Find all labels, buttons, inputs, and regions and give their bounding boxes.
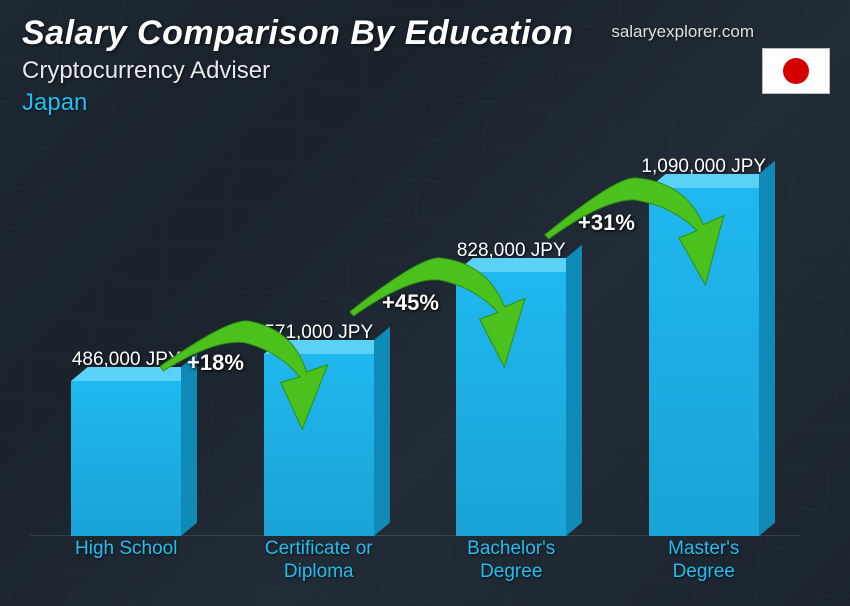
x-axis-label: Certificate orDiploma	[234, 538, 403, 584]
bar-front-face	[71, 381, 181, 536]
bar-chart: 486,000 JPY571,000 JPY828,000 JPY1,090,0…	[30, 140, 800, 584]
flag-circle	[783, 58, 809, 84]
bar-front-face	[264, 354, 374, 536]
x-axis-label: Bachelor'sDegree	[427, 538, 596, 584]
increase-percent-label: +31%	[578, 210, 635, 236]
bar-top-face	[264, 340, 391, 354]
bar-side-face	[374, 327, 390, 536]
bar	[456, 272, 566, 536]
increase-percent-label: +45%	[382, 290, 439, 316]
bars-container: 486,000 JPY571,000 JPY828,000 JPY1,090,0…	[30, 140, 800, 536]
bar-top-face	[71, 367, 198, 381]
increase-percent-label: +18%	[187, 350, 244, 376]
bar-side-face	[566, 245, 582, 536]
bar-group: 486,000 JPY	[42, 349, 211, 536]
page-title: Salary Comparison By Education	[22, 14, 574, 53]
bar-top-face	[649, 174, 776, 188]
bar-front-face	[649, 188, 759, 536]
brand-label: salaryexplorer.com	[611, 22, 754, 42]
japan-flag-icon	[762, 48, 830, 94]
job-title: Cryptocurrency Adviser	[22, 57, 574, 85]
bar-front-face	[456, 272, 566, 536]
bar	[71, 381, 181, 536]
bar-group: 1,090,000 JPY	[619, 156, 788, 536]
x-axis-label: High School	[42, 538, 211, 584]
country-label: Japan	[22, 89, 574, 117]
x-axis-label: Master'sDegree	[619, 538, 788, 584]
bar-top-face	[456, 258, 583, 272]
bar-side-face	[181, 354, 197, 536]
bar	[264, 354, 374, 536]
bar-group: 571,000 JPY	[234, 322, 403, 536]
bar	[649, 188, 759, 536]
header: Salary Comparison By Education Cryptocur…	[22, 14, 574, 117]
bar-group: 828,000 JPY	[427, 240, 596, 536]
bar-side-face	[759, 161, 775, 536]
x-labels-container: High School Certificate orDiploma Bachelor…	[30, 538, 800, 584]
